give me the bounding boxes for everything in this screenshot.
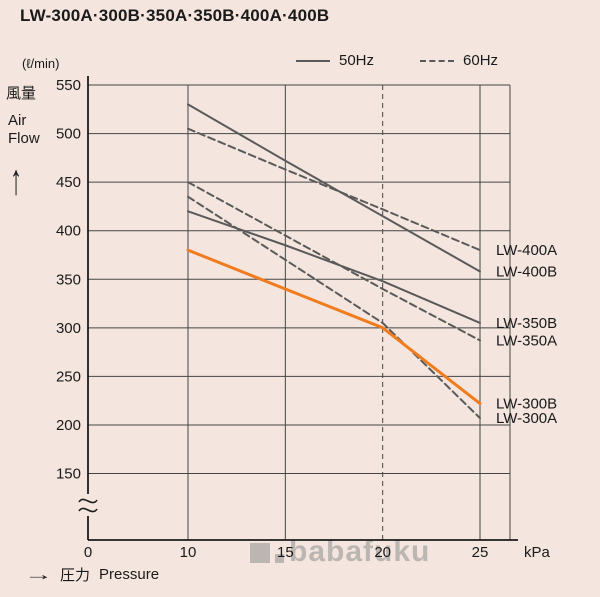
y-tick-label: 350: [56, 271, 81, 288]
x-tick-label: 10: [180, 544, 197, 561]
origin-label: 0: [84, 544, 92, 561]
legend: 50Hz 60Hz: [296, 52, 498, 69]
series-label-lw-350b: LW-350B: [496, 315, 557, 332]
x-tick-label: 25: [472, 544, 489, 561]
series-line-lw-400a: [187, 127, 481, 252]
y-tick-label: 150: [56, 466, 81, 483]
series-label-lw-300b: LW-300B: [496, 396, 557, 413]
series-line-lw-300a: [187, 195, 481, 420]
x-axis-label-en: Pressure: [99, 566, 160, 583]
legend-50hz-label: 50Hz: [339, 52, 375, 69]
watermark-block-icon: [250, 543, 270, 563]
axis-break-mask: [78, 494, 98, 516]
x-axis-caption: → 圧力 Pressure: [24, 564, 159, 585]
chart-title: LW-300A·300B·350A·350B·400A·400B: [20, 6, 330, 25]
watermark: babafuku: [250, 537, 430, 567]
y-tick-label: 550: [56, 77, 81, 94]
watermark-text: babafuku: [289, 535, 431, 568]
y-axis-label-en-2: Flow: [8, 130, 40, 147]
legend-item-50hz: 50Hz: [296, 52, 374, 69]
y-axis-label-jp: 風量: [6, 85, 37, 102]
watermark-block-icon: [275, 554, 284, 563]
y-tick-label: 250: [56, 368, 81, 385]
x-axis-label-jp: 圧力: [60, 567, 91, 584]
legend-60hz-label: 60Hz: [463, 52, 499, 69]
up-arrow-icon: ↑: [10, 156, 22, 205]
legend-item-60hz: 60Hz: [420, 52, 498, 69]
x-axis-unit-label: kPa: [524, 544, 551, 561]
axis-break-squiggle: [78, 498, 98, 504]
y-tick-label: 200: [56, 417, 81, 434]
series-line-lw-350a: [187, 181, 481, 342]
series-label-lw-400b: LW-400B: [496, 263, 557, 280]
series-label-lw-400a: LW-400A: [496, 242, 557, 259]
series-label-lw-350a: LW-350A: [496, 332, 557, 349]
y-tick-label: 500: [56, 126, 81, 143]
y-axis-label-en-1: Air: [8, 112, 27, 129]
y-tick-label: 300: [56, 320, 81, 337]
right-arrow-icon: →: [24, 564, 53, 584]
y-tick-label: 400: [56, 223, 81, 240]
x-tick-label: 15: [277, 544, 294, 561]
axis-break-squiggle: [78, 507, 98, 513]
series-label-lw-300a: LW-300A: [496, 410, 557, 427]
x-tick-label: 20: [374, 544, 391, 561]
solid-line-icon: [296, 59, 330, 62]
y-axis-unit: (ℓ/min): [22, 56, 60, 71]
series-line-lw-400b: [187, 103, 481, 273]
y-tick-label: 450: [56, 174, 81, 191]
series-line-lw-300b: [186, 248, 482, 406]
dashed-line-icon: [420, 59, 455, 62]
